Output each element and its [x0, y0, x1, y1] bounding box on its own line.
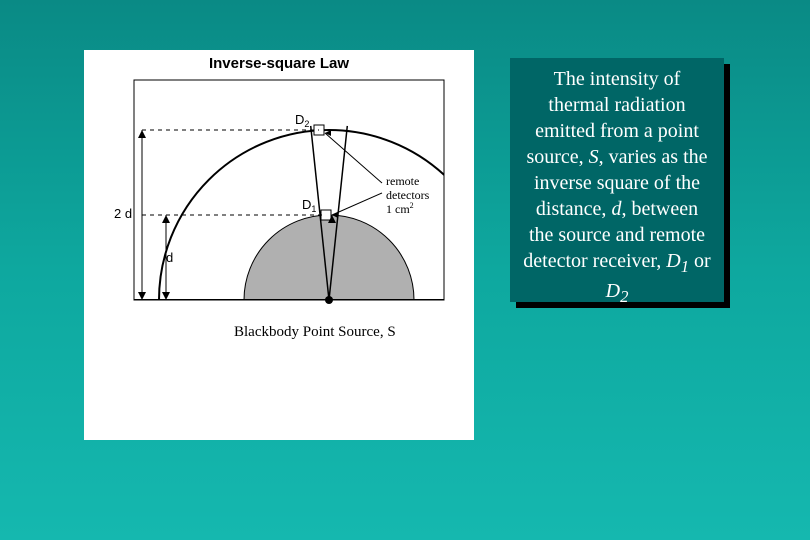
svg-text:D1: D1 — [302, 197, 316, 214]
inverse-square-diagram: Inverse-square Law D1 D2 remotedetectors1 c… — [84, 50, 474, 440]
svg-text:2 d: 2 d — [114, 206, 132, 221]
svg-text:Inverse-square Law: Inverse-square Law — [209, 55, 349, 72]
explanation-text-panel: The intensity of thermal radiation emitt… — [510, 58, 724, 302]
svg-text:Blackbody Point Source, S: Blackbody Point Source, S — [234, 324, 396, 340]
diagram-panel: Inverse-square Law D1 D2 remotedetectors1 c… — [84, 50, 474, 440]
svg-text:d: d — [166, 250, 173, 265]
svg-text:D2: D2 — [295, 112, 309, 129]
svg-text:remote: remote — [386, 174, 419, 188]
svg-text:1 cm2: 1 cm2 — [386, 201, 414, 216]
svg-text:detectors: detectors — [386, 188, 430, 202]
